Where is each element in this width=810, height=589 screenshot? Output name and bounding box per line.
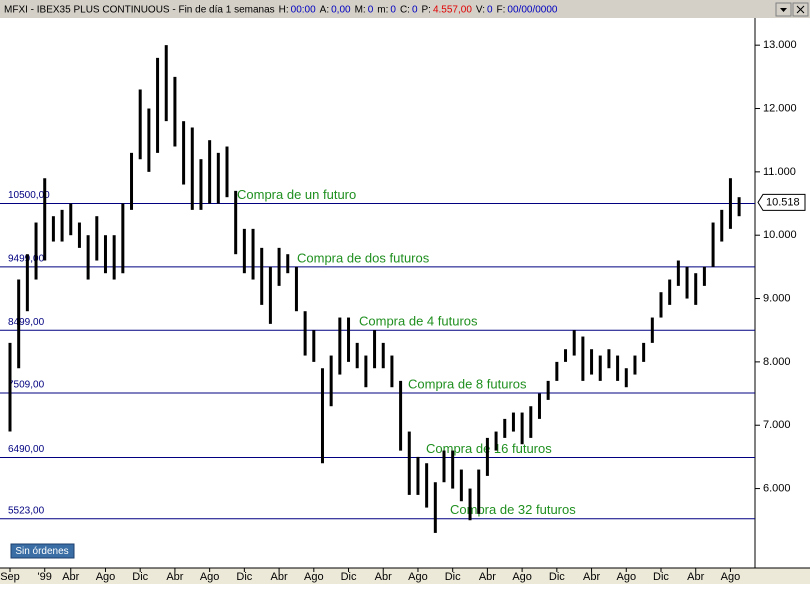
y-tick-label: 9.000 xyxy=(763,292,791,304)
header-item: C: xyxy=(400,4,410,15)
header-item: 4.557,00 xyxy=(433,4,472,15)
orders-button[interactable] xyxy=(10,543,75,559)
header-item: P: xyxy=(422,4,431,15)
x-tick-label: Sep xyxy=(0,571,20,583)
window-buttons[interactable] xyxy=(775,2,809,17)
level-annotation: Compra de un futuro xyxy=(237,187,356,202)
x-axis-band xyxy=(0,568,810,584)
x-tick-label: Ago xyxy=(408,571,428,583)
y-tick-label: 12.000 xyxy=(763,102,797,114)
header-item: A: xyxy=(320,4,329,15)
x-tick-label: Dic xyxy=(236,571,252,583)
x-tick-label: Dic xyxy=(445,571,461,583)
y-tick-label: 10.000 xyxy=(763,229,797,241)
x-tick-label: Dic xyxy=(341,571,357,583)
header-item: 00:00 xyxy=(291,4,316,15)
header-item: 0,00 xyxy=(331,4,351,15)
y-tick-label: 6.000 xyxy=(763,482,791,494)
icon xyxy=(796,5,805,14)
last-price-label: 10.518 xyxy=(766,196,800,208)
header-item: 0 xyxy=(412,4,418,15)
x-tick-label: Ago xyxy=(96,571,116,583)
level-annotation: Compra de 32 futuros xyxy=(450,502,576,517)
x-tick-label: Abr xyxy=(687,571,704,583)
y-tick-label: 11.000 xyxy=(763,166,796,178)
orders-button-label[interactable]: Sin órdenes xyxy=(15,546,68,557)
x-tick-label: Ago xyxy=(512,571,532,583)
level-label: 6490,00 xyxy=(8,444,45,455)
x-tick-label: Dic xyxy=(653,571,669,583)
x-tick-label: '99 xyxy=(38,571,52,583)
header-item: 00/00/0000 xyxy=(507,4,557,15)
x-tick-label: Abr xyxy=(62,571,79,583)
level-label: 5523,00 xyxy=(8,505,45,516)
level-annotation: Compra de 4 futuros xyxy=(359,314,478,329)
header-item: F: xyxy=(497,4,506,15)
x-tick-label: Ago xyxy=(616,571,636,583)
x-tick-label: Abr xyxy=(583,571,600,583)
x-tick-label: Ago xyxy=(304,571,324,583)
x-tick-label: Dic xyxy=(132,571,148,583)
x-tick-label: Abr xyxy=(166,571,183,583)
title-bar xyxy=(0,0,810,18)
header-item: 0 xyxy=(368,4,374,15)
level-annotation: Compra de 16 futuros xyxy=(426,441,552,456)
level-label: 8499,00 xyxy=(8,317,45,328)
header-item: 0 xyxy=(390,4,396,15)
y-tick-label: 8.000 xyxy=(763,356,791,368)
y-tick-label: 7.000 xyxy=(763,419,791,431)
x-tick-label: Ago xyxy=(721,571,741,583)
icon xyxy=(780,8,787,12)
level-label: 10500,00 xyxy=(8,190,50,201)
header-item: m: xyxy=(377,4,388,15)
last-price-box xyxy=(757,193,806,211)
level-annotation: Compra de dos futuros xyxy=(297,250,430,265)
header-text: MFXI - IBEX35 PLUS CONTINUOUS - Fin de d… xyxy=(4,4,558,15)
x-tick-label: Abr xyxy=(271,571,288,583)
header-item: 0 xyxy=(487,4,493,15)
x-tick-label: Ago xyxy=(200,571,220,583)
x-tick-label: Dic xyxy=(549,571,565,583)
header-item: MFXI - IBEX35 PLUS CONTINUOUS - Fin de d… xyxy=(4,4,275,15)
x-tick-label: Abr xyxy=(479,571,496,583)
header-item: V: xyxy=(476,4,485,15)
header-item: H: xyxy=(279,4,289,15)
y-tick-label: 13.000 xyxy=(763,39,797,51)
header-item: M: xyxy=(355,4,366,15)
level-label: 7509,00 xyxy=(8,380,45,391)
level-annotation: Compra de 8 futuros xyxy=(408,376,527,391)
x-tick-label: Abr xyxy=(375,571,392,583)
